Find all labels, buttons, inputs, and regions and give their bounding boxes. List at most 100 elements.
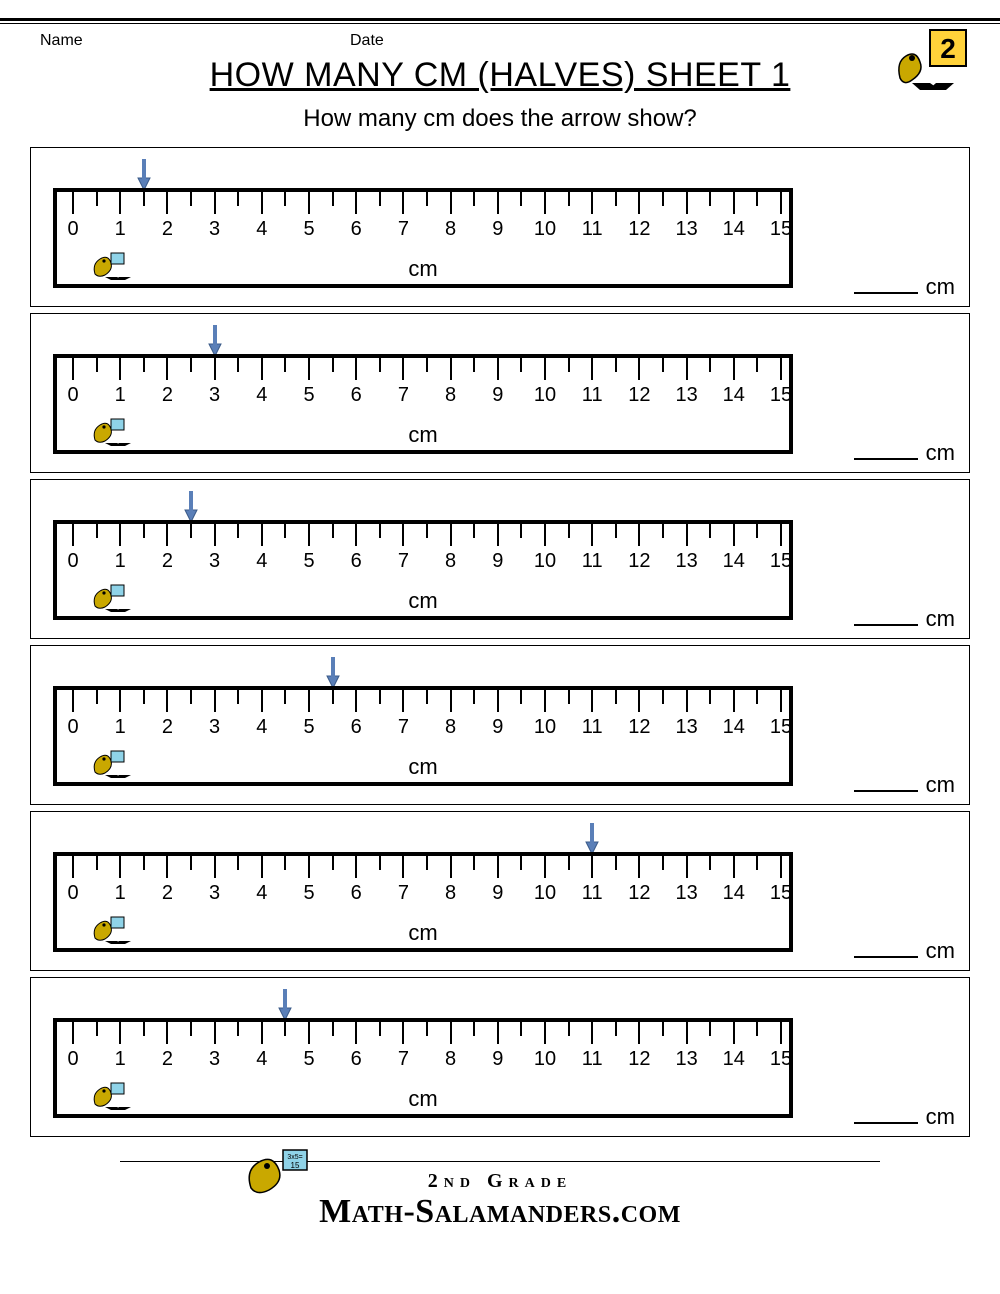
tick-major [780, 690, 782, 712]
tick-label: 8 [445, 882, 456, 905]
ruler: 0123456789101112131415cm [53, 188, 793, 288]
tick-minor [756, 690, 758, 704]
answer-unit: cm [926, 606, 955, 631]
tick-minor [332, 856, 334, 870]
tick-label: 10 [534, 384, 556, 407]
ruler-ticks: 0123456789101112131415 [57, 1022, 789, 1050]
tick-minor [662, 690, 664, 704]
tick-major [261, 1022, 263, 1044]
tick-label: 5 [303, 550, 314, 573]
ruler-unit-label: cm [408, 422, 437, 448]
tick-major [733, 358, 735, 380]
tick-label: 15 [770, 218, 792, 241]
tick-major [638, 192, 640, 214]
tick-label: 2 [162, 550, 173, 573]
tick-major [780, 856, 782, 878]
answer-blank[interactable]: cm [854, 274, 955, 300]
tick-major [72, 690, 74, 712]
answer-unit: cm [926, 440, 955, 465]
tick-major [261, 856, 263, 878]
tick-minor [473, 856, 475, 870]
tick-label: 4 [256, 550, 267, 573]
tick-label: 6 [351, 218, 362, 241]
tick-minor [284, 1022, 286, 1036]
tick-label: 5 [303, 1048, 314, 1071]
tick-major [591, 358, 593, 380]
tick-label: 6 [351, 1048, 362, 1071]
tick-major [355, 192, 357, 214]
answer-blank[interactable]: cm [854, 440, 955, 466]
date-label: Date [350, 32, 384, 50]
tick-label: 6 [351, 882, 362, 905]
tick-minor [426, 1022, 428, 1036]
tick-minor [473, 1022, 475, 1036]
tick-major [119, 192, 121, 214]
tick-major [214, 856, 216, 878]
tick-major [308, 1022, 310, 1044]
salamander-mini-icon [91, 1080, 135, 1110]
answer-unit: cm [926, 274, 955, 299]
tick-minor [709, 856, 711, 870]
tick-minor [615, 358, 617, 372]
problem-5: 0123456789101112131415cmcm [30, 811, 970, 971]
tick-label: 11 [582, 716, 603, 739]
tick-label: 0 [67, 716, 78, 739]
tick-label: 15 [770, 1048, 792, 1071]
salamander-mini-icon [91, 748, 135, 778]
tick-minor [709, 1022, 711, 1036]
worksheet-page: Name Date 2 HOW MANY CM (HALVES) SHEET 1… [0, 18, 1000, 1251]
tick-label: 4 [256, 1048, 267, 1071]
tick-major [733, 192, 735, 214]
salamander-mini-icon [91, 582, 135, 612]
tick-label: 10 [534, 550, 556, 573]
tick-major [544, 1022, 546, 1044]
tick-label: 11 [582, 550, 603, 573]
tick-minor [190, 358, 192, 372]
salamander-mini-icon [91, 914, 135, 944]
tick-label: 9 [492, 384, 503, 407]
tick-major [497, 192, 499, 214]
answer-blank[interactable]: cm [854, 938, 955, 964]
tick-minor [190, 192, 192, 206]
tick-label: 6 [351, 384, 362, 407]
tick-minor [662, 524, 664, 538]
tick-minor [615, 192, 617, 206]
tick-major [638, 524, 640, 546]
tick-major [402, 524, 404, 546]
answer-blank[interactable]: cm [854, 606, 955, 632]
tick-minor [379, 1022, 381, 1036]
tick-label: 7 [398, 1048, 409, 1071]
tick-major [72, 1022, 74, 1044]
tick-major [733, 856, 735, 878]
tick-minor [143, 192, 145, 206]
tick-minor [143, 856, 145, 870]
arrow-icon [184, 490, 198, 522]
footer: 3x5= 15 2nd Grade Math-Salamanders.com [0, 1161, 1000, 1251]
answer-unit: cm [926, 772, 955, 797]
tick-minor [332, 690, 334, 704]
page-subtitle: How many cm does the arrow show? [0, 105, 1000, 133]
tick-major [261, 192, 263, 214]
tick-major [638, 358, 640, 380]
answer-blank[interactable]: cm [854, 772, 955, 798]
ruler-ticks: 0123456789101112131415 [57, 690, 789, 718]
tick-label: 15 [770, 384, 792, 407]
tick-label: 5 [303, 882, 314, 905]
tick-label: 6 [351, 716, 362, 739]
tick-minor [426, 358, 428, 372]
tick-minor [426, 690, 428, 704]
answer-blank[interactable]: cm [854, 1104, 955, 1130]
tick-label: 12 [628, 550, 650, 573]
tick-minor [332, 358, 334, 372]
tick-label: 3 [209, 1048, 220, 1071]
tick-label: 14 [723, 882, 745, 905]
tick-minor [379, 524, 381, 538]
tick-major [591, 856, 593, 878]
tick-major [72, 358, 74, 380]
problem-4: 0123456789101112131415cmcm [30, 645, 970, 805]
tick-major [686, 358, 688, 380]
arrow-icon [585, 822, 599, 854]
tick-label: 10 [534, 716, 556, 739]
tick-label: 13 [675, 550, 697, 573]
tick-label: 12 [628, 716, 650, 739]
